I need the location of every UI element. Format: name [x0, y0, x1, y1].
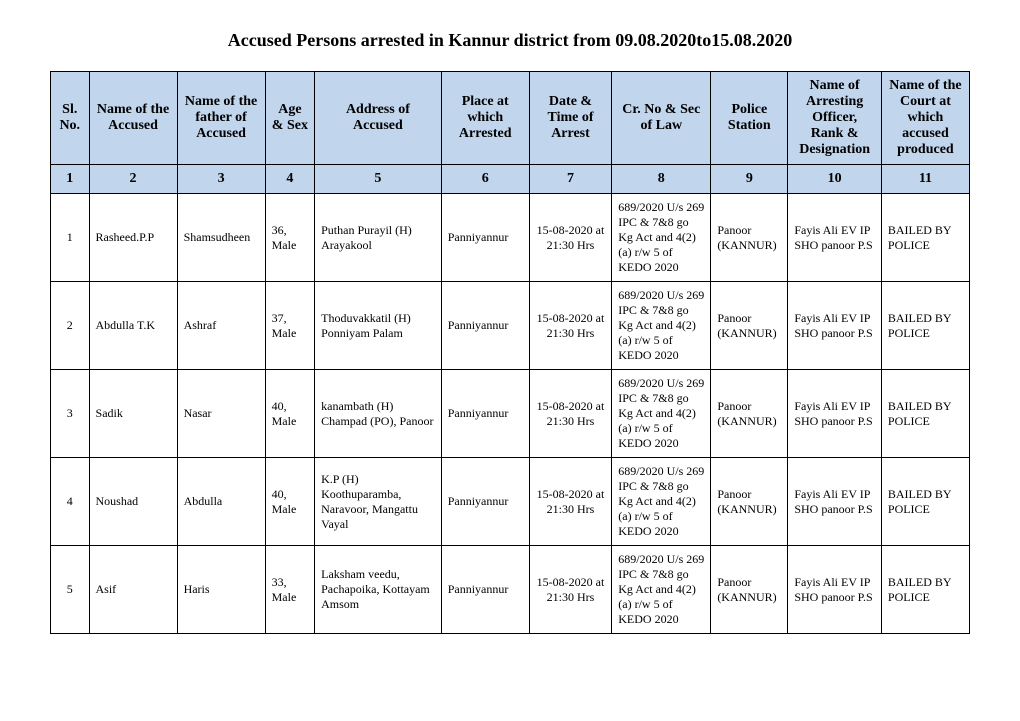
table-row: 1Rasheed.P.PShamsudheen36, MalePuthan Pu… — [51, 194, 970, 282]
cell-officer: Fayis Ali EV IP SHO panoor P.S — [788, 370, 882, 458]
cell-name: Rasheed.P.P — [89, 194, 177, 282]
header-num-cell-10: 11 — [881, 165, 969, 194]
header-row-labels: Sl. No.Name of the AccusedName of the fa… — [51, 72, 970, 165]
cell-officer: Fayis Ali EV IP SHO panoor P.S — [788, 282, 882, 370]
arrests-table: Sl. No.Name of the AccusedName of the fa… — [50, 71, 970, 634]
table-row: 5AsifHaris33, MaleLaksham veedu, Pachapo… — [51, 546, 970, 634]
table-head: Sl. No.Name of the AccusedName of the fa… — [51, 72, 970, 194]
cell-age: 40, Male — [265, 458, 315, 546]
header-num-cell-5: 6 — [441, 165, 529, 194]
header-cell-0: Sl. No. — [51, 72, 90, 165]
cell-age: 33, Male — [265, 546, 315, 634]
cell-addr: Puthan Purayil (H) Arayakool — [315, 194, 442, 282]
cell-name: Sadik — [89, 370, 177, 458]
header-cell-7: Cr. No & Sec of Law — [612, 72, 711, 165]
header-num-cell-0: 1 — [51, 165, 90, 194]
header-num-cell-1: 2 — [89, 165, 177, 194]
cell-father: Nasar — [177, 370, 265, 458]
cell-place: Panniyannur — [441, 546, 529, 634]
cell-officer: Fayis Ali EV IP SHO panoor P.S — [788, 194, 882, 282]
cell-datetime: 15-08-2020 at 21:30 Hrs — [529, 194, 612, 282]
cell-cr: 689/2020 U/s 269 IPC & 7&8 go Kg Act and… — [612, 282, 711, 370]
cell-ps: Panoor (KANNUR) — [711, 282, 788, 370]
table-row: 2Abdulla T.KAshraf37, MaleThoduvakkatil … — [51, 282, 970, 370]
header-cell-4: Address of Accused — [315, 72, 442, 165]
header-num-cell-6: 7 — [529, 165, 612, 194]
header-cell-5: Place at which Arrested — [441, 72, 529, 165]
cell-sl: 4 — [51, 458, 90, 546]
cell-father: Ashraf — [177, 282, 265, 370]
cell-cr: 689/2020 U/s 269 IPC & 7&8 go Kg Act and… — [612, 194, 711, 282]
cell-place: Panniyannur — [441, 194, 529, 282]
header-num-cell-2: 3 — [177, 165, 265, 194]
cell-cr: 689/2020 U/s 269 IPC & 7&8 go Kg Act and… — [612, 370, 711, 458]
cell-datetime: 15-08-2020 at 21:30 Hrs — [529, 458, 612, 546]
cell-court: BAILED BY POLICE — [881, 458, 969, 546]
header-row-numbers: 1234567891011 — [51, 165, 970, 194]
header-cell-9: Name of Arresting Officer, Rank & Design… — [788, 72, 882, 165]
header-num-cell-3: 4 — [265, 165, 315, 194]
table-body: 1Rasheed.P.PShamsudheen36, MalePuthan Pu… — [51, 194, 970, 634]
header-cell-3: Age & Sex — [265, 72, 315, 165]
page-title: Accused Persons arrested in Kannur distr… — [50, 30, 970, 51]
cell-datetime: 15-08-2020 at 21:30 Hrs — [529, 282, 612, 370]
cell-addr: Thoduvakkatil (H) Ponniyam Palam — [315, 282, 442, 370]
cell-datetime: 15-08-2020 at 21:30 Hrs — [529, 546, 612, 634]
header-num-cell-4: 5 — [315, 165, 442, 194]
cell-addr: kanambath (H) Champad (PO), Panoor — [315, 370, 442, 458]
cell-father: Abdulla — [177, 458, 265, 546]
cell-court: BAILED BY POLICE — [881, 282, 969, 370]
cell-sl: 2 — [51, 282, 90, 370]
header-num-cell-7: 8 — [612, 165, 711, 194]
cell-sl: 1 — [51, 194, 90, 282]
cell-name: Asif — [89, 546, 177, 634]
cell-ps: Panoor (KANNUR) — [711, 194, 788, 282]
cell-name: Abdulla T.K — [89, 282, 177, 370]
cell-sl: 5 — [51, 546, 90, 634]
cell-court: BAILED BY POLICE — [881, 194, 969, 282]
header-cell-10: Name of the Court at which accused produ… — [881, 72, 969, 165]
cell-datetime: 15-08-2020 at 21:30 Hrs — [529, 370, 612, 458]
cell-age: 37, Male — [265, 282, 315, 370]
cell-place: Panniyannur — [441, 282, 529, 370]
header-cell-1: Name of the Accused — [89, 72, 177, 165]
table-row: 4NoushadAbdulla40, MaleK.P (H) Koothupar… — [51, 458, 970, 546]
cell-ps: Panoor (KANNUR) — [711, 458, 788, 546]
header-num-cell-9: 10 — [788, 165, 882, 194]
cell-place: Panniyannur — [441, 370, 529, 458]
cell-addr: Laksham veedu, Pachapoika, Kottayam Amso… — [315, 546, 442, 634]
header-cell-6: Date & Time of Arrest — [529, 72, 612, 165]
cell-age: 40, Male — [265, 370, 315, 458]
header-num-cell-8: 9 — [711, 165, 788, 194]
cell-addr: K.P (H) Koothuparamba, Naravoor, Mangatt… — [315, 458, 442, 546]
cell-officer: Fayis Ali EV IP SHO panoor P.S — [788, 458, 882, 546]
cell-age: 36, Male — [265, 194, 315, 282]
header-cell-2: Name of the father of Accused — [177, 72, 265, 165]
cell-ps: Panoor (KANNUR) — [711, 370, 788, 458]
cell-place: Panniyannur — [441, 458, 529, 546]
cell-court: BAILED BY POLICE — [881, 546, 969, 634]
table-row: 3SadikNasar40, Malekanambath (H) Champad… — [51, 370, 970, 458]
cell-father: Haris — [177, 546, 265, 634]
cell-father: Shamsudheen — [177, 194, 265, 282]
cell-sl: 3 — [51, 370, 90, 458]
cell-name: Noushad — [89, 458, 177, 546]
cell-court: BAILED BY POLICE — [881, 370, 969, 458]
header-cell-8: Police Station — [711, 72, 788, 165]
cell-ps: Panoor (KANNUR) — [711, 546, 788, 634]
cell-cr: 689/2020 U/s 269 IPC & 7&8 go Kg Act and… — [612, 458, 711, 546]
cell-officer: Fayis Ali EV IP SHO panoor P.S — [788, 546, 882, 634]
cell-cr: 689/2020 U/s 269 IPC & 7&8 go Kg Act and… — [612, 546, 711, 634]
